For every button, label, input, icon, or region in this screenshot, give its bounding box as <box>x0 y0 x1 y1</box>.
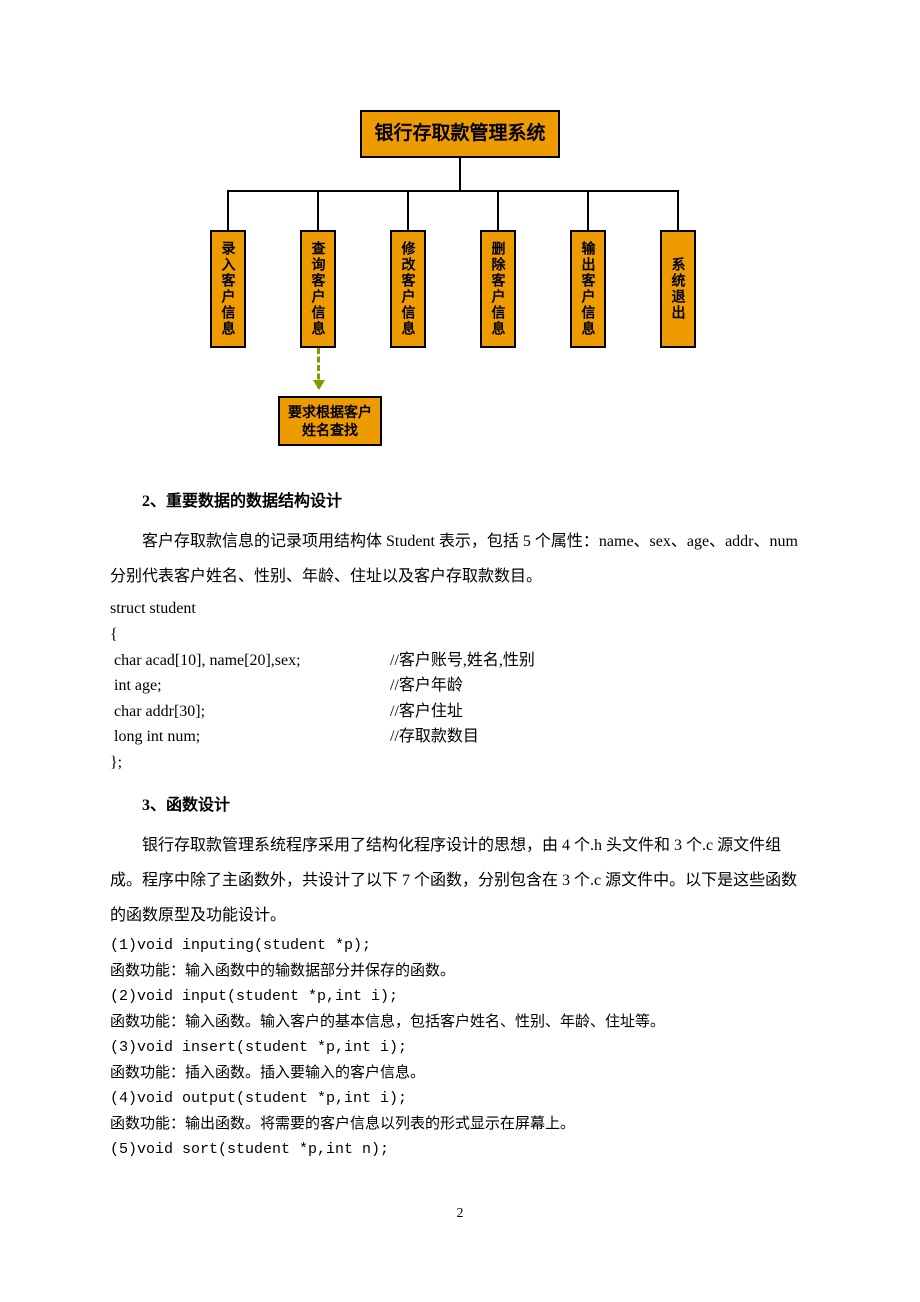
flowchart-child-node: 系统退出 <box>660 230 696 348</box>
code-line: { <box>110 622 810 648</box>
function-description: 函数功能：输入函数。输入客户的基本信息，包括客户姓名、性别、年龄、住址等。 <box>110 1010 810 1036</box>
node-label: 查询客户信息 <box>308 241 329 337</box>
connector-line <box>459 158 461 190</box>
field-declaration: long int num; <box>110 724 390 750</box>
flowchart-root-label: 银行存取款管理系统 <box>374 120 545 149</box>
flowchart-root-node: 银行存取款管理系统 <box>360 110 560 158</box>
code-line: int age; //客户年龄 <box>110 673 810 699</box>
paragraph: 银行存取款管理系统程序采用了结构化程序设计的思想，由 4 个.h 头文件和 3 … <box>110 828 810 934</box>
function-signature: (3)void insert(student *p,int i); <box>110 1035 810 1061</box>
connector-line <box>677 190 679 230</box>
node-label: 删除客户信息 <box>488 241 509 337</box>
code-line: }; <box>110 750 810 776</box>
connector-line <box>317 190 319 230</box>
field-declaration: char addr[30]; <box>110 699 390 725</box>
flowchart-child-node: 查询客户信息 <box>300 230 336 348</box>
node-label: 要求根据客户姓名查找 <box>284 403 376 439</box>
node-label: 系统退出 <box>668 257 689 321</box>
flowchart-child-node: 修改客户信息 <box>390 230 426 348</box>
page-number: 2 <box>110 1203 810 1224</box>
function-description: 函数功能：输入函数中的输数据部分并保存的函数。 <box>110 959 810 985</box>
dashed-arrow-icon <box>317 348 320 388</box>
code-line: char addr[30]; //客户住址 <box>110 699 810 725</box>
paragraph: 客户存取款信息的记录项用结构体 Student 表示，包括 5 个属性：name… <box>110 524 810 594</box>
field-comment: //客户年龄 <box>390 673 463 699</box>
flowchart-sub-node: 要求根据客户姓名查找 <box>278 396 382 446</box>
flowchart-child-node: 输出客户信息 <box>570 230 606 348</box>
function-signature: (1)void inputing(student *p); <box>110 933 810 959</box>
function-description: 函数功能：插入函数。插入要输入的客户信息。 <box>110 1061 810 1087</box>
node-label: 输出客户信息 <box>578 241 599 337</box>
connector-line <box>227 190 229 230</box>
code-line: struct student <box>110 596 810 622</box>
function-signature: (5)void sort(student *p,int n); <box>110 1137 810 1163</box>
flowchart-diagram: 银行存取款管理系统 录入客户信息 查询客户信息 修改客户信息 删除客户信息 输出… <box>180 110 740 460</box>
function-description: 函数功能：输出函数。将需要的客户信息以列表的形式显示在屏幕上。 <box>110 1112 810 1138</box>
node-label: 修改客户信息 <box>398 241 419 337</box>
field-comment: //存取款数目 <box>390 724 479 750</box>
function-signature: (4)void output(student *p,int i); <box>110 1086 810 1112</box>
node-label: 录入客户信息 <box>218 241 239 337</box>
code-line: char acad[10], name[20],sex; //客户账号,姓名,性… <box>110 648 810 674</box>
field-comment: //客户账号,姓名,性别 <box>390 648 535 674</box>
section-heading: 3、函数设计 <box>142 794 810 818</box>
section-heading: 2、重要数据的数据结构设计 <box>142 490 810 514</box>
connector-line <box>497 190 499 230</box>
function-signature: (2)void input(student *p,int i); <box>110 984 810 1010</box>
document-page: 银行存取款管理系统 录入客户信息 查询客户信息 修改客户信息 删除客户信息 输出… <box>0 0 920 1264</box>
flowchart-child-node: 删除客户信息 <box>480 230 516 348</box>
connector-line <box>587 190 589 230</box>
flowchart-child-node: 录入客户信息 <box>210 230 246 348</box>
field-declaration: int age; <box>110 673 390 699</box>
field-comment: //客户住址 <box>390 699 463 725</box>
code-line: long int num; //存取款数目 <box>110 724 810 750</box>
field-declaration: char acad[10], name[20],sex; <box>110 648 390 674</box>
code-block: struct student { char acad[10], name[20]… <box>110 596 810 775</box>
connector-hbar <box>228 190 678 192</box>
connector-line <box>407 190 409 230</box>
function-list: (1)void inputing(student *p); 函数功能：输入函数中… <box>110 933 810 1163</box>
